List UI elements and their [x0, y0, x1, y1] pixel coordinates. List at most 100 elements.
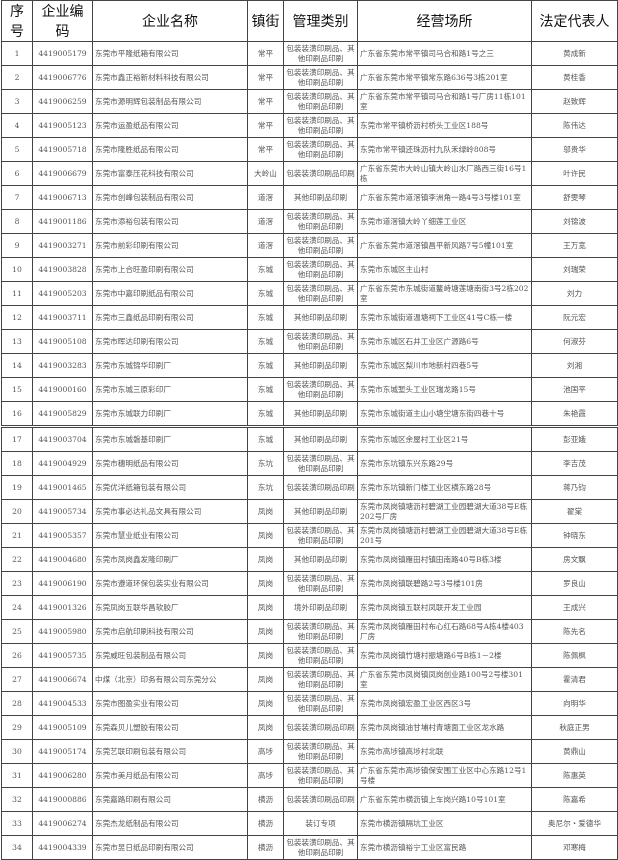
cell-code: 4419006190 [32, 571, 93, 596]
cell-name: 东莞市东城磐基印刷厂 [92, 425, 248, 452]
cell-seq: 23 [1, 571, 33, 596]
cell-name: 东莞市启航印刷科技有限公司 [92, 619, 248, 644]
cell-representative: 陈佩枫 [531, 643, 618, 668]
header-category: 管理类别 [283, 0, 358, 42]
cell-code: 4419001186 [32, 209, 93, 234]
cell-seq: 3 [1, 89, 33, 114]
cell-code: 4419006674 [32, 667, 93, 692]
cell-category: 包装装潢印刷品印刷 [283, 787, 358, 812]
cell-category: 装订专项 [283, 811, 358, 836]
cell-category: 包装装潢印刷品、其他印刷品印刷 [283, 65, 358, 90]
cell-category: 其他印刷品印刷 [283, 401, 358, 427]
cell-seq: 14 [1, 353, 33, 378]
header-row: 序号 企业编码 企业名称 镇街 管理类别 经营场所 法定代表人 [1, 0, 618, 42]
cell-representative: 翟棠 [531, 499, 618, 524]
cell-representative: 彭亚娥 [531, 425, 618, 452]
cell-town: 凤岗 [247, 715, 284, 740]
cell-name: 东莞市隆胜纸品有限公司 [92, 137, 248, 162]
cell-code: 4419000886 [32, 787, 93, 812]
cell-category: 包装装潢印刷品、其他印刷品印刷 [283, 763, 358, 788]
table-row: 1 4419005179 东莞市平隆纸箱有限公司 常平 包装装潢印刷品、其他印刷品印刷广… [1, 41, 618, 66]
cell-town: 常平 [247, 137, 284, 162]
cell-category: 包装装潢印刷品、其他印刷品印刷 [283, 281, 358, 306]
cell-seq: 26 [1, 643, 33, 668]
table-row: 31 4419006280 东莞市美月纸品有限公司 高埗 包装装潢印刷品、其他印刷品印刷… [1, 763, 618, 788]
cell-address: 东莞市道滘镇大岭丫细莲工业区 [357, 209, 532, 234]
cell-code: 4419006259 [32, 89, 93, 114]
cell-representative: 叶许民 [531, 161, 618, 186]
cell-representative: 朱艳霞 [531, 401, 618, 427]
cell-town: 横沥 [247, 811, 284, 836]
header-town: 镇街 [247, 0, 284, 42]
cell-name: 东莞森贝儿塑胶有限公司 [92, 715, 248, 740]
header-seq: 序号 [1, 0, 33, 42]
cell-category: 包装装潢印刷品印刷 [283, 161, 358, 186]
cell-seq: 10 [1, 257, 33, 282]
cell-category: 包装装潢印刷品、其他印刷品印刷 [283, 619, 358, 644]
table-row: 25 4419005980 东莞市启航印刷科技有限公司 凤岗 包装装潢印刷品、其他印刷品… [1, 619, 618, 644]
cell-town: 高埗 [247, 739, 284, 764]
cell-address: 广东省东莞市道滘镇昌平新风路7号5幢101室 [357, 233, 532, 258]
cell-category: 包装装潢印刷品印刷 [283, 715, 358, 740]
cell-town: 常平 [247, 89, 284, 114]
cell-code: 4419005203 [32, 281, 93, 306]
cell-representative: 陈惠英 [531, 763, 618, 788]
cell-category: 包装装潢印刷品、其他印刷品印刷 [283, 89, 358, 114]
cell-name: 东莞市上合旺盈印刷有限公司 [92, 257, 248, 282]
cell-address: 东莞市凤岗镇雁田村布心红石路68号A栋4楼403厂房 [357, 619, 532, 644]
cell-name: 东莞市东城锦华印刷厂 [92, 353, 248, 378]
cell-address: 广东省东莞市横沥镇上车岗兴路10号101室 [357, 787, 532, 812]
cell-representative: 黄桂香 [531, 65, 618, 90]
cell-category: 包装装潢印刷品印刷 [283, 475, 358, 500]
cell-name: 东莞市凤岗鑫发隆印刷厂 [92, 547, 248, 572]
cell-code: 4419003283 [32, 353, 93, 378]
cell-seq: 17 [1, 425, 33, 452]
cell-name: 东莞市运盈纸品有限公司 [92, 113, 248, 138]
cell-code: 4419004680 [32, 547, 93, 572]
cell-category: 包装装潢印刷品、其他印刷品印刷 [283, 571, 358, 596]
cell-name: 东莞市平隆纸箱有限公司 [92, 41, 248, 66]
cell-name: 东莞艺联印刷包装有限公司 [92, 739, 248, 764]
table-row: 24 4419001326 东莞凤岗五联华昌软胶厂 凤岗 境外印刷品印刷 东莞市凤岗镇五联… [1, 595, 618, 620]
cell-town: 道滘 [247, 185, 284, 210]
cell-code: 4419001465 [32, 475, 93, 500]
table-row: 13 4419005108 东莞市晖达印刷有限公司 东城 包装装潢印刷品、其他印刷品印刷… [1, 329, 618, 354]
cell-representative: 霍清君 [531, 667, 618, 692]
cell-town: 横沥 [247, 787, 284, 812]
cell-town: 东城 [247, 329, 284, 354]
cell-name: 东莞市图盈实业有限公司 [92, 691, 248, 716]
cell-name: 东莞市富泰压花科技有限公司 [92, 161, 248, 186]
cell-category: 其他印刷品印刷 [283, 499, 358, 524]
cell-name: 东莞市中嘉印刷纸品有限公司 [92, 281, 248, 306]
table-row: 33 4419006274 东莞杰龙纸制品有限公司 横沥 装订专项 东莞市横沥镇隔坑工业区… [1, 811, 618, 836]
table-row: 6 4419006679 东莞市富泰压花科技有限公司 大岭山 包装装潢印刷品印刷 广东省东… [1, 161, 618, 186]
table-row: 22 4419004680 东莞市凤岗鑫发隆印刷厂 凤岗 其他印刷品印刷 东莞市凤岗镇雁田… [1, 547, 618, 572]
cell-seq: 9 [1, 233, 33, 258]
cell-town: 东坑 [247, 451, 284, 476]
table-row: 21 4419005357 东莞市慧业纸业有限公司 凤岗 包装装潢印刷品、其他印刷品印刷… [1, 523, 618, 548]
table-row: 5 4419005718 东莞市隆胜纸品有限公司 常平 包装装潢印刷品、其他印刷品印刷东… [1, 137, 618, 162]
cell-address: 东莞市凤岗镇五联村凤联开发工业园 [357, 595, 532, 620]
table-row: 23 4419006190 东莞市遵道环保包装实业有限公司 凤岗 包装装潢印刷品、其他印… [1, 571, 618, 596]
cell-code: 4419005357 [32, 523, 93, 548]
cell-town: 凤岗 [247, 547, 284, 572]
cell-name: 东莞市美月纸品有限公司 [92, 763, 248, 788]
cell-representative: 刘瑞荣 [531, 257, 618, 282]
header-name: 企业名称 [92, 0, 248, 42]
table-row: 29 4419005109 东莞森贝儿塑胶有限公司 凤岗 包装装潢印刷品印刷 东莞市凤岗镇… [1, 715, 618, 740]
cell-category: 包装装潢印刷品、其他印刷品印刷 [283, 233, 358, 258]
cell-representative: 邓寒梅 [531, 835, 618, 860]
cell-representative: 陈嘉希 [531, 787, 618, 812]
cell-town: 凤岗 [247, 643, 284, 668]
table-row: 27 4419006674 中煤（北京）印务有限公司东莞分公 凤岗 包装装潢印刷品、其他… [1, 667, 618, 692]
cell-category: 包装装潢印刷品、其他印刷品印刷 [283, 257, 358, 282]
cell-name: 东莞市源明辉包装制品有限公司 [92, 89, 248, 114]
cell-category: 包装装潢印刷品、其他印刷品印刷 [283, 137, 358, 162]
cell-address: 东莞市东城区主山村 [357, 257, 532, 282]
table-row: 30 4419005174 东莞艺联印刷包装有限公司 高埗 包装装潢印刷品、其他印刷品印… [1, 739, 618, 764]
cell-address: 东莞市横沥镇裕宁工业区富民路 [357, 835, 532, 860]
cell-category: 其他印刷品印刷 [283, 185, 358, 210]
cell-seq: 29 [1, 715, 33, 740]
cell-name: 东莞优洋纸箱包装有限公司 [92, 475, 248, 500]
